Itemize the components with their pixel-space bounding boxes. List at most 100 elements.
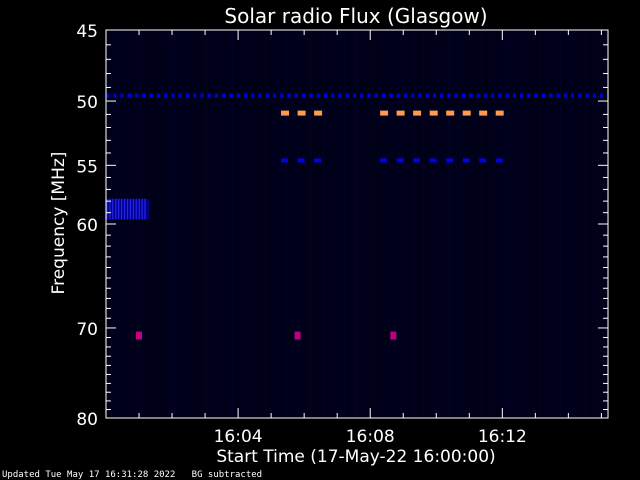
signal-dash [273,93,277,98]
signal-dash [541,93,545,98]
signal-dash [462,93,465,98]
signal-dash [280,93,284,98]
burst-spot [136,331,142,340]
signal-dash [411,93,415,98]
signal-dash [479,110,488,116]
signal-dash [556,93,560,98]
signal-dash [403,93,407,98]
footer-note: BG subtracted [191,470,263,480]
signal-dash [353,93,356,98]
signal-dash [413,158,421,163]
signal-dash [549,93,553,98]
signal-dash [600,93,604,98]
signal-dash [222,93,226,98]
signal-dash [446,110,455,116]
burst-spot [390,331,397,340]
signal-dash [380,158,388,163]
signal-dash [446,158,454,163]
y-tick-label: 60 [76,216,98,236]
signal-dash [396,110,405,116]
y-tick-label: 70 [76,320,98,340]
signal-dash [236,93,240,98]
signal-dash [520,93,524,98]
signal-dash [287,93,291,98]
signal-dash [585,93,589,98]
signal-dashed-line [380,110,504,116]
signal-dash [433,93,436,98]
footer-updated: Updated Tue May 17 16:31:28 2022 [2,470,176,480]
signal-dash [447,93,451,98]
signal-dash [106,93,109,98]
plot-area [106,30,608,418]
y-tick-label: 80 [76,410,98,430]
features-layer [106,93,604,340]
signal-dash [281,158,288,163]
signal-dash [462,110,471,116]
signal-dash [396,158,404,163]
chart-title: Solar radio Flux (Glasgow) [224,4,487,28]
plot-background [106,30,608,418]
signal-dash [135,93,139,98]
signal-dash [534,93,538,98]
signal-dash [498,93,502,98]
signal-dash [418,93,422,98]
signal-dash [454,93,458,98]
signal-dash [505,93,509,98]
signal-dash [571,93,574,98]
signal-dash [207,93,211,98]
signal-dash [563,93,567,98]
signal-dash [302,93,306,98]
signal-dashed-line [380,158,503,163]
signal-dash [389,93,393,98]
signal-dash [120,93,124,98]
signal-dash [578,93,582,98]
x-tick-label: 16:08 [346,427,395,447]
signal-dash [440,93,444,98]
signal-dash [171,93,175,98]
signal-dash [374,93,378,98]
signal-dash [127,93,131,98]
signal-dash [309,93,313,98]
signal-dash [491,93,495,98]
signal-dash [178,93,182,98]
signal-dash [113,93,117,98]
x-axis-label: Start Time (17-May-22 16:00:00) [216,447,495,467]
signal-dash [413,110,422,116]
signal-dash [483,93,487,98]
signal-dash [476,93,480,98]
signal-dash [338,93,342,98]
burst-spot [294,331,301,340]
signal-dash [324,93,327,98]
signal-dash [360,93,364,98]
signal-dash [294,93,298,98]
signal-dash [297,158,305,163]
signal-dash [469,93,473,98]
signal-dash [297,110,306,116]
signal-block [106,198,149,220]
signal-dash [164,93,168,98]
signal-dash [265,93,269,98]
signal-dash [281,110,289,116]
signal-dash [258,93,262,98]
signal-dash [479,158,487,163]
signal-dash [229,93,233,98]
signal-dash [314,158,322,163]
y-tick-label: 55 [76,157,98,177]
signal-dash [316,93,320,98]
signal-dash [429,110,438,116]
signal-dashed-line [281,158,322,163]
x-tick-label: 16:12 [478,427,527,447]
signal-dashed-line [106,93,604,98]
signal-dash [425,93,429,98]
y-axis-label: Frequency [MHz] [49,152,69,295]
signal-dash [396,93,400,98]
signal-dash [429,158,437,163]
signal-dash [185,93,189,98]
signal-dash [495,110,504,116]
signal-dash [200,93,204,98]
signal-dash [149,93,153,98]
signal-dash [512,93,516,98]
y-tick-label: 50 [76,93,98,113]
